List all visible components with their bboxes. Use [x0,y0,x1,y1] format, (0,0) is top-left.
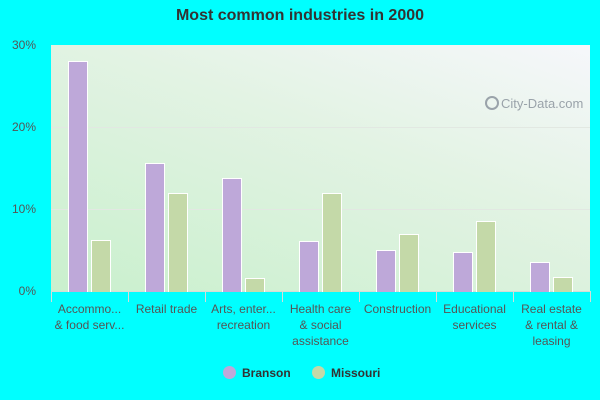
x-tick-label: Health care & social assistance [289,302,352,348]
y-tick-label: 20% [11,120,36,134]
x-tick [590,291,591,302]
x-tick [282,291,283,302]
bar-missouri[interactable] [168,193,188,292]
bar-missouri[interactable] [322,193,342,292]
bar-branson[interactable] [299,241,319,292]
magnifier-icon [485,96,499,110]
watermark: City-Data.com [485,96,583,111]
bar-branson[interactable] [145,163,165,292]
y-tick-label: 0% [18,284,36,298]
bar-missouri[interactable] [553,277,573,292]
x-tick-label: Retail trade [135,302,198,316]
bar-branson[interactable] [222,178,242,292]
bar-missouri[interactable] [245,278,265,292]
x-tick-label: Accommo... & food serv... [54,302,125,332]
y-tick-label: 10% [11,202,36,216]
y-tick-label: 30% [11,38,36,52]
bar-branson[interactable] [68,61,88,292]
x-tick-label: Educational services [443,302,506,332]
gridline [51,209,590,210]
legend-missouri-label: Missouri [331,366,381,380]
plot-area: City-Data.com [51,45,590,291]
bar-missouri[interactable] [476,221,496,292]
x-tick [359,291,360,302]
chart-title: Most common industries in 2000 [175,7,425,24]
legend: Branson Missouri [0,364,600,382]
x-tick [51,291,52,302]
x-tick [513,291,514,302]
gridline [51,127,590,128]
x-axis-line [51,291,590,292]
legend-branson-label: Branson [242,366,291,380]
x-tick [128,291,129,302]
x-tick-label: Real estate & rental & leasing [521,302,582,348]
legend-missouri-swatch [312,366,325,379]
bar-branson[interactable] [376,250,396,292]
x-tick-label: Construction [363,302,432,316]
watermark-text: City-Data.com [501,96,584,111]
bar-missouri[interactable] [91,240,111,292]
x-tick-label: Arts, enter... recreation [211,302,276,332]
legend-branson-swatch [223,366,236,379]
x-tick [436,291,437,302]
x-tick [205,291,206,302]
bar-branson[interactable] [453,252,473,292]
bar-branson[interactable] [530,262,550,292]
bar-missouri[interactable] [399,234,419,292]
